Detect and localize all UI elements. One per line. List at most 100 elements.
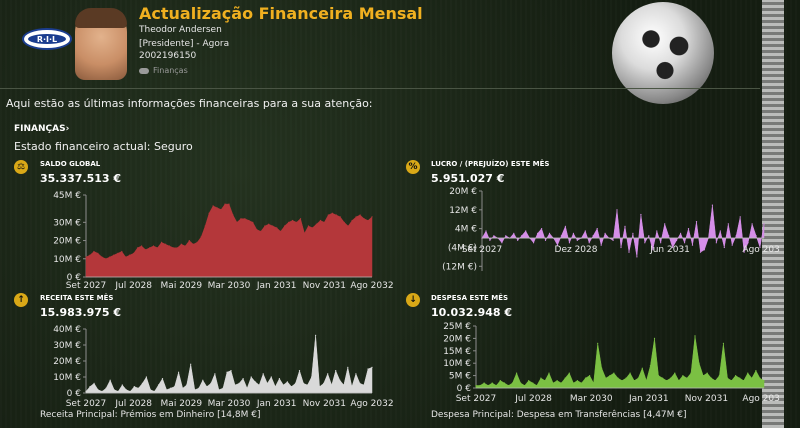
balance-chart[interactable]: 45M € 30M € 20M € 10M € 0 €Set 2027 Jul 2028 M…	[0, 185, 400, 291]
data-point	[649, 365, 651, 367]
data-point	[718, 375, 720, 377]
finances-link[interactable]: FINANÇAS›	[14, 124, 70, 134]
data-point	[698, 362, 700, 364]
data-point	[600, 244, 602, 246]
y-tick-label: 4M €	[455, 225, 477, 235]
data-point	[220, 209, 222, 211]
data-point	[730, 380, 733, 382]
data-point	[270, 376, 272, 378]
data-point	[355, 216, 357, 218]
data-point	[694, 335, 696, 337]
y-tick-label: 0 €	[67, 389, 82, 399]
data-point	[85, 390, 87, 392]
data-point	[198, 387, 200, 389]
data-point	[302, 382, 305, 384]
data-point	[676, 239, 678, 241]
expense-value: 10.032.948 €	[431, 306, 513, 319]
data-point	[628, 251, 630, 253]
data-point	[224, 203, 226, 205]
x-tick-label: Jan 2031	[628, 394, 669, 404]
data-point	[706, 372, 708, 374]
series-area	[475, 335, 765, 389]
data-point	[703, 249, 705, 251]
data-point	[592, 235, 594, 237]
data-point	[548, 372, 550, 374]
data-point	[194, 389, 196, 391]
data-point	[715, 242, 717, 244]
data-point	[331, 212, 333, 214]
arrow-up-icon: ↑	[14, 293, 28, 307]
data-point	[516, 372, 518, 374]
person-id: 2002196150	[139, 51, 197, 61]
club-logo: R·I·L	[22, 28, 72, 50]
x-tick-label: Dez 2028	[555, 245, 598, 255]
data-point	[113, 254, 115, 256]
y-tick-label: 15M €	[443, 347, 471, 357]
data-point	[759, 246, 761, 249]
data-point	[686, 377, 688, 379]
person-name[interactable]: Theodor Andersen	[139, 25, 222, 35]
data-point	[343, 384, 345, 386]
data-point	[272, 225, 274, 227]
data-point	[544, 380, 546, 382]
data-point	[668, 235, 670, 237]
data-point	[491, 382, 493, 384]
balance-label: SALDO GLOBAL	[40, 160, 101, 168]
data-point	[747, 372, 749, 374]
data-point	[359, 214, 361, 216]
data-point	[653, 337, 656, 339]
data-point	[228, 203, 230, 205]
data-point	[242, 378, 244, 380]
data-point	[170, 387, 172, 389]
data-point	[234, 384, 236, 386]
data-point	[184, 245, 186, 247]
data-point	[580, 382, 583, 384]
data-point	[133, 252, 135, 254]
data-point	[726, 377, 729, 379]
data-point	[524, 384, 526, 387]
data-point	[222, 387, 224, 389]
x-tick-label: Nov 2031	[685, 394, 728, 404]
data-point	[182, 387, 184, 389]
x-tick-label: Jan 2031	[256, 399, 297, 408]
data-point	[256, 229, 258, 231]
data-point	[339, 379, 341, 381]
person-avatar[interactable]	[75, 8, 127, 80]
data-point	[588, 242, 590, 244]
data-point	[596, 228, 598, 230]
revenue-chart[interactable]: 40M € 30M € 20M € 10M € 0 €Set 2027 Jul 2028 M…	[0, 321, 400, 408]
x-tick-label: Mar 2030	[208, 399, 251, 408]
data-point	[152, 245, 155, 247]
data-point	[513, 232, 515, 234]
data-point	[303, 232, 306, 234]
data-point	[339, 216, 341, 218]
data-point	[238, 382, 240, 384]
data-point	[129, 254, 131, 256]
page-title: Actualização Financeira Mensal	[139, 4, 423, 23]
data-point	[208, 212, 210, 214]
data-point	[121, 384, 123, 386]
data-point	[149, 247, 151, 249]
profit-chart[interactable]: 20M € 12M € 4M € (4M €) (12M €) Set 2027 Dez 2…	[400, 183, 780, 283]
data-point	[327, 373, 329, 375]
data-point	[315, 223, 317, 225]
x-tick-label: Jul 2028	[114, 399, 152, 408]
data-point	[141, 245, 143, 247]
data-point	[206, 386, 208, 388]
data-point	[190, 363, 192, 365]
expense-chart[interactable]: 25M € 20M € 15M € 10M € 5M € 0 €Set 2027 Jul 2…	[400, 318, 780, 408]
data-point	[288, 221, 290, 223]
data-point	[568, 242, 570, 244]
data-point	[674, 372, 676, 374]
data-point	[153, 390, 156, 392]
data-point	[507, 384, 510, 387]
data-point	[166, 389, 168, 391]
percent-icon: %	[406, 160, 420, 174]
data-point	[633, 380, 635, 382]
category-tag: Finanças	[139, 66, 188, 75]
data-point	[648, 235, 650, 237]
data-point	[485, 230, 487, 232]
y-tick-label: 10M €	[443, 359, 471, 369]
data-point	[739, 377, 741, 379]
data-point	[613, 372, 615, 374]
